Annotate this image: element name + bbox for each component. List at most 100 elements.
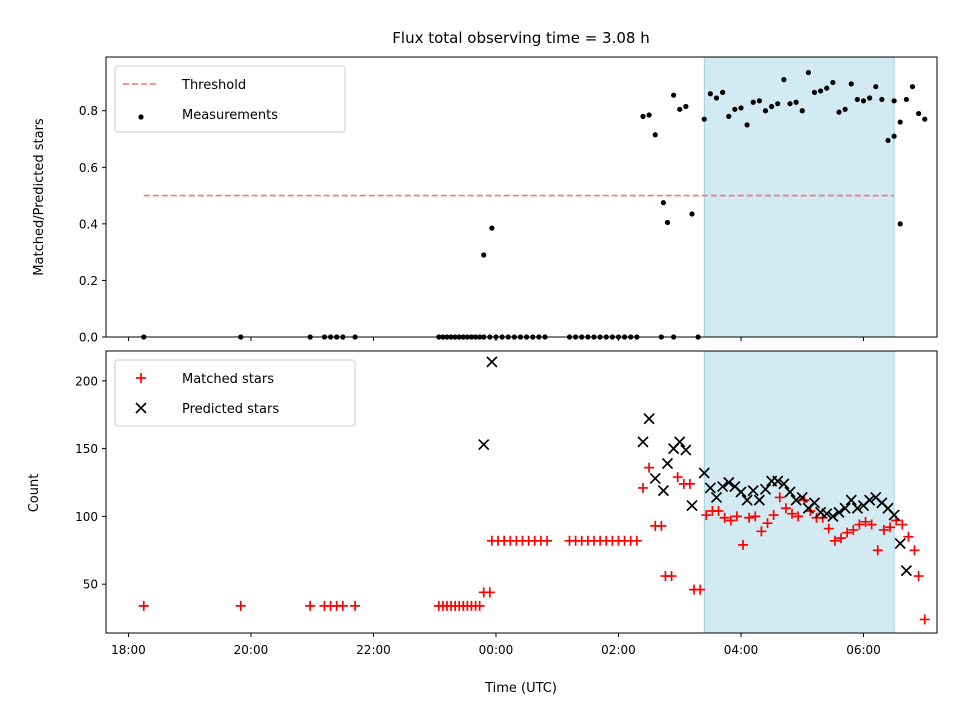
x-tick-label: 18:00: [111, 643, 146, 657]
x-tick-label: 00:00: [479, 643, 514, 657]
data-point: [738, 539, 749, 550]
data-point: [672, 472, 683, 483]
y-tick-label: 150: [75, 442, 98, 456]
bottom-panel: 18:00 20:00 22:00 00:00 02:00 04:00 06:00 50 100…: [75, 350, 938, 657]
data-point: [723, 476, 735, 489]
observing-window-span: [703, 350, 895, 634]
data-point: [818, 88, 824, 94]
data-point: [750, 511, 761, 522]
data-point: [138, 600, 149, 611]
data-point: [637, 436, 649, 448]
data-point: [919, 614, 930, 625]
x-tick-label: 20:00: [234, 643, 269, 657]
data-point: [637, 482, 648, 493]
data-point: [848, 81, 854, 87]
data-point: [836, 533, 847, 544]
data-point: [833, 506, 845, 518]
data-point: [684, 478, 695, 489]
data-point: [478, 438, 490, 451]
data-point: [646, 112, 652, 118]
data-point: [851, 502, 863, 514]
data-point: [909, 84, 916, 90]
data-point: [796, 491, 808, 504]
data-point: [725, 515, 736, 526]
data-point: [747, 485, 759, 497]
data-point: [829, 535, 840, 546]
data-point: [707, 91, 713, 97]
bottom-y-axis-label: Count: [27, 474, 42, 513]
data-point: [854, 519, 865, 530]
data-point: [756, 526, 767, 537]
data-point: [867, 95, 873, 101]
data-point: [644, 462, 655, 473]
series-predicted-stars: [478, 356, 912, 577]
legend-box: [114, 65, 346, 133]
data-point: [885, 522, 896, 533]
legend: Matched stars Predicted stars: [114, 359, 356, 427]
data-point: [787, 101, 793, 107]
data-point: [793, 511, 804, 522]
legend-label: Predicted stars: [182, 402, 279, 417]
series-matched-stars: [138, 462, 930, 625]
legend-label: Threshold: [181, 78, 246, 93]
data-point: [542, 535, 553, 546]
data-point: [719, 512, 730, 523]
data-point: [680, 444, 692, 456]
data-point: [713, 95, 720, 101]
data-point: [744, 122, 750, 128]
data-point: [661, 457, 674, 470]
data-point: [481, 252, 487, 258]
x-tick-label: 02:00: [601, 643, 636, 657]
y-tick-label: 0.4: [79, 217, 98, 231]
data-point: [885, 137, 891, 144]
data-point: [735, 486, 747, 498]
legend-dot-icon: [138, 114, 144, 120]
axes-frame: [105, 56, 938, 338]
data-point: [701, 116, 707, 122]
data-point: [799, 108, 805, 114]
data-point: [873, 84, 879, 90]
data-point: [753, 494, 765, 506]
data-point: [640, 113, 646, 119]
data-point: [695, 584, 706, 595]
data-point: [897, 221, 903, 227]
y-tick-label: 0.8: [79, 104, 98, 118]
data-point: [836, 109, 842, 115]
data-point: [830, 79, 836, 86]
chart-title: Flux total observing time = 3.08 h: [392, 29, 649, 47]
data-point: [674, 436, 686, 448]
data-point: [701, 510, 712, 521]
data-point: [744, 512, 755, 523]
data-point: [781, 77, 787, 83]
data-point: [689, 211, 695, 217]
data-point: [897, 119, 903, 125]
data-point: [808, 497, 821, 509]
data-point: [738, 105, 744, 111]
data-point: [489, 225, 495, 231]
data-point: [900, 565, 912, 577]
data-point: [717, 480, 729, 493]
data-point: [790, 494, 802, 506]
y-tick-label: 0.0: [79, 331, 98, 345]
data-point: [683, 103, 689, 110]
data-point: [649, 472, 661, 485]
data-point: [891, 98, 897, 104]
data-point: [888, 509, 900, 521]
data-point: [845, 494, 857, 506]
data-point: [671, 92, 677, 98]
data-point: [474, 600, 485, 611]
legend-plus-icon: [136, 373, 146, 383]
data-point: [891, 133, 897, 139]
data-point: [879, 96, 885, 103]
series-measurements: [141, 69, 928, 340]
data-point: [741, 494, 753, 506]
data-point: [720, 89, 726, 95]
data-point: [704, 482, 716, 494]
data-point: [631, 535, 642, 546]
data-point: [860, 98, 867, 104]
y-tick-label: 0.6: [79, 161, 98, 175]
x-tick-label: 22:00: [356, 643, 391, 657]
data-point: [784, 486, 796, 498]
legend-x-icon: [135, 402, 147, 414]
data-point: [787, 508, 798, 519]
